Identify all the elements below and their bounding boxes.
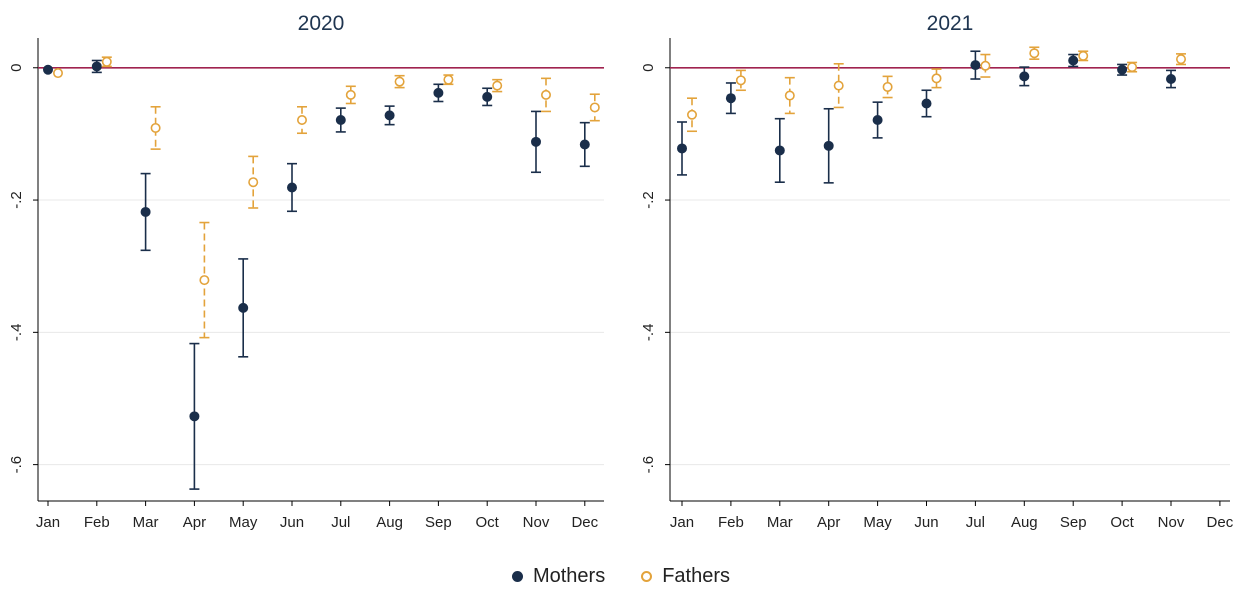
panel-2021-xtick-label-feb: Feb [718, 514, 744, 531]
panel-2020-xtick-label-feb: Feb [84, 514, 110, 531]
panel-2021-fathers-point-may [882, 81, 893, 92]
panel-2020-fathers-point-apr [199, 275, 210, 286]
panel-2021-xtick-label-jul: Jul [966, 514, 985, 531]
panel-2020-ytick-label: 0 [8, 64, 25, 72]
panel-2020-mothers-point-oct [482, 91, 493, 102]
panel-2020-fathers-point-may [248, 177, 259, 188]
panel-2020-xtick-label-oct: Oct [476, 514, 500, 531]
panel-2020-xtick-label-aug: Aug [376, 514, 403, 531]
panel-2020-xtick-label-dec: Dec [571, 514, 598, 531]
panel-2020-mothers-point-feb [91, 61, 102, 72]
panel-2020-fathers-point-jan [52, 68, 63, 79]
legend: Mothers Fathers [0, 565, 1242, 588]
panel-2021-mothers-point-nov [1166, 74, 1176, 85]
panel-2021-mothers-point-sep [1068, 55, 1079, 66]
panel-2021-xtick-label-aug: Aug [1011, 514, 1038, 531]
panel-2021-mothers-point-may [872, 115, 883, 126]
legend-label-fathers: Fathers [662, 565, 731, 587]
panel-2021-xtick-label-nov: Nov [1158, 514, 1185, 531]
panel-2020-mothers-point-apr [189, 411, 200, 422]
panel-2021-fathers-point-feb [735, 75, 746, 86]
legend-item-mothers: Mothers [511, 565, 606, 588]
panel-2020-mothers-point-nov [531, 136, 541, 147]
panel-2020-xtick-label-nov: Nov [523, 514, 550, 531]
panel-2021-mothers-point-mar [774, 145, 785, 156]
panel-2021-xtick-label-mar: Mar [767, 514, 793, 531]
chart-title-2021: 2021 [927, 12, 974, 35]
panel-2021-mothers-point-aug [1019, 71, 1030, 82]
panel-2021-fathers-point-oct [1127, 62, 1138, 73]
panel-2020-xtick-label-jul: Jul [331, 514, 350, 531]
panel-2020-fathers-point-nov [540, 89, 551, 100]
panel-2020-fathers-point-feb [101, 56, 112, 67]
charts-svg: 2020 0 -.2 -.4 -.6 Jan Feb Mar Apr May Jun Jul Aug Se… [8, 12, 1234, 531]
panel-2021-fathers-point-apr [833, 80, 844, 91]
panel-2021-xtick-label-may: May [863, 514, 892, 531]
panel-2020-xtick-label-apr: Apr [183, 514, 206, 531]
chart-title-2020: 2020 [298, 12, 345, 35]
panel-2020-mothers-point-jan [43, 64, 53, 75]
panel-2020-xtick-label-jan: Jan [36, 514, 60, 531]
panel-2020-fathers-point-aug [394, 76, 405, 87]
panel-2021-fathers-point-sep [1078, 50, 1089, 61]
panel-2021-mothers-point-apr [823, 140, 834, 151]
panel-2020-fathers-point-sep [443, 74, 454, 85]
panel-2020-fathers-point-mar [150, 122, 161, 133]
panel-2021-ytick-label: -.4 [640, 324, 657, 342]
panel-2021-fathers-point-aug [1029, 48, 1040, 59]
panel-2020-mothers-point-jul [335, 115, 346, 126]
panel-2020-fathers-point-jun [296, 115, 307, 126]
panel-2021-xtick-label-jan: Jan [670, 514, 694, 531]
panel-2021-xtick-label-sep: Sep [1060, 514, 1087, 531]
panel-2020-ytick-label: -.2 [8, 191, 25, 209]
panel-2021-ytick-label: -.2 [640, 191, 657, 209]
panel-2020-mothers-point-dec [579, 139, 590, 150]
legend-item-fathers: Fathers [641, 565, 730, 588]
panel-2020-fathers-point-jul [345, 89, 356, 100]
panel-2021-xtick-label-dec: Dec [1207, 514, 1234, 531]
panel-2020-ytick-label: -.6 [8, 456, 25, 474]
panel-2021-fathers-point-jun [931, 73, 942, 84]
panel-2021-xtick-label-apr: Apr [817, 514, 840, 531]
panel-2020-xtick-label-sep: Sep [425, 514, 452, 531]
panel-2020-xtick-label-jun: Jun [280, 514, 304, 531]
panel-2020-mothers-point-mar [140, 206, 151, 217]
panel-2020-mothers-point-may [238, 302, 249, 313]
panel-2021-ytick-label: -.6 [640, 456, 657, 474]
panel-2021-mothers-point-jun [921, 98, 932, 109]
legend-marker-fathers [641, 571, 653, 582]
panel-2021-fathers-point-mar [784, 90, 795, 101]
panel-2020-xtick-label-mar: Mar [133, 514, 159, 531]
legend-marker-mothers [511, 571, 523, 582]
panel-2021-mothers-point-feb [725, 93, 736, 104]
legend-label-mothers: Mothers [532, 565, 606, 587]
panel-2020-mothers-point-jun [287, 182, 297, 193]
panel-2021-fathers-point-nov [1176, 54, 1187, 65]
panel-2021-fathers-point-jan [686, 109, 697, 120]
panel-2020-fathers-point-dec [589, 102, 600, 113]
panel-2021-mothers-point-jan [677, 143, 687, 154]
panel-2021-fathers-point-jul [980, 60, 991, 71]
panel-2021-xtick-label-oct: Oct [1110, 514, 1134, 531]
panel-2020-mothers-point-aug [384, 110, 395, 121]
panel-2020-ytick-label: -.4 [8, 324, 25, 342]
panel-2021-mothers-point-oct [1117, 64, 1128, 75]
panel-2021-ytick-label: 0 [640, 64, 657, 72]
panel-2021-mothers-point-jul [970, 60, 981, 71]
panel-2021-xtick-label-jun: Jun [914, 514, 938, 531]
panel-2020-xtick-label-may: May [229, 514, 258, 531]
panel-2020-mothers-point-sep [433, 87, 444, 98]
panel-2020-fathers-point-oct [492, 80, 503, 91]
